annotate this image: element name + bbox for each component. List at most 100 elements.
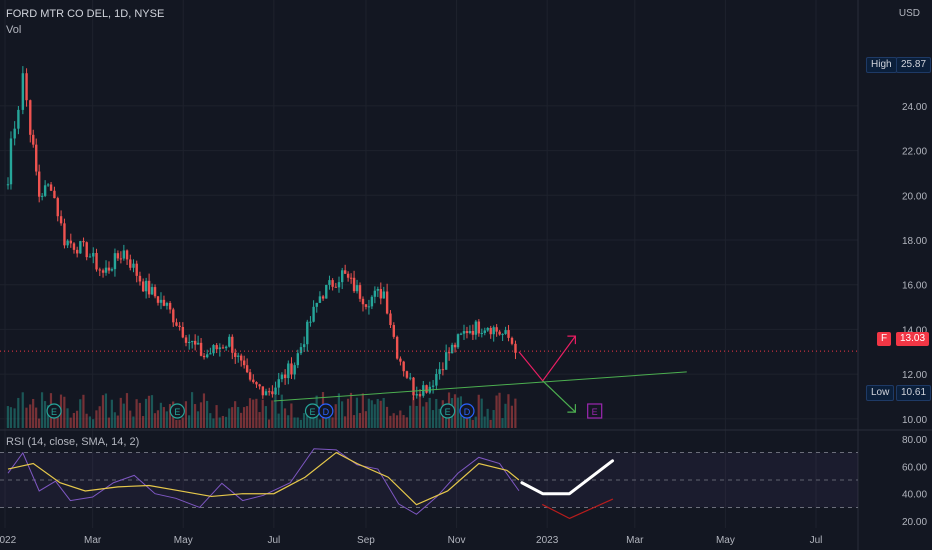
candle-body [104,267,108,273]
volume-bar [264,406,268,428]
time-axis-label: Mar [84,535,102,546]
candle-body [21,73,25,110]
volume-bar [318,419,321,428]
candle-body [138,275,142,282]
candle-body [25,73,28,101]
volume-bar [224,416,228,428]
volume-bar [261,399,264,428]
support-trendline [273,371,687,402]
candle-body [144,280,148,292]
candle-body [141,281,145,292]
volume-bar [196,411,200,428]
volume-bar [206,400,209,428]
marker-letter: D [323,407,330,417]
candle-body [438,369,441,375]
price-axis-tick: 10.00 [902,415,927,426]
volume-bar [181,417,184,428]
candle-body [212,345,215,354]
rsi-axis-tick: 80.00 [902,435,927,446]
candle-body [367,306,371,308]
volume-bar [489,419,492,428]
candle-body [199,342,203,356]
volume-bar [72,412,75,428]
volume-bar [361,393,364,428]
marker-letter: E [592,407,598,417]
candle-body [252,379,255,383]
candle-body [66,240,69,246]
candle-body [181,326,185,338]
volume-bar [13,408,16,428]
candle-body [471,330,475,335]
candle-body [17,109,20,129]
volume-bar [135,399,138,428]
candle-body [346,273,350,278]
candle-body [418,394,422,396]
candle-body [98,269,101,271]
marker-letter: D [464,407,471,417]
candle-body [237,355,240,357]
candle-body [290,363,293,375]
volume-bar [221,415,224,428]
symbol-title[interactable]: FORD MTR CO DEL, 1D, NYSE [6,8,165,20]
volume-bar [331,417,334,428]
volume-bar [343,416,347,428]
volume-bar [21,392,24,428]
volume-bar [290,403,293,428]
candle-body [498,331,501,335]
candle-body [405,371,409,378]
volume-bar [248,398,252,428]
volume-bar [29,404,32,428]
volume-bar [43,401,47,428]
volume-bar [101,395,105,428]
volume-bar [483,416,486,428]
candle-body [56,198,59,217]
candle-body [119,258,123,260]
low-label: Low [866,385,895,401]
price-axis-tick: 24.00 [902,102,927,113]
volume-bar [385,406,389,428]
volume-bar [271,400,274,428]
volume-bar [465,417,468,428]
candle-body [358,285,362,299]
candle-body [444,352,448,370]
candle-body [435,374,438,386]
candle-body [364,304,368,307]
volume-bar [504,403,507,428]
time-axis-label: May [174,535,193,546]
candle-body [261,386,265,396]
volume-bar [358,413,362,428]
volume-bar [349,392,353,428]
candle-body [40,195,44,197]
volume-label[interactable]: Vol [6,24,22,36]
volume-bar [147,395,151,428]
time-axis-label: Sep [357,535,375,546]
candle-body [395,336,399,359]
rsi-indicator-label[interactable]: RSI (14, close, SMA, 14, 2) [6,436,140,448]
volume-bar [444,417,448,428]
volume-bar [46,405,50,428]
currency-label[interactable]: USD [898,8,920,19]
candle-body [480,332,484,334]
candle-body [190,340,194,342]
candle-body [402,361,405,372]
time-axis-label: Nov [448,535,466,546]
candle-body [370,296,374,307]
volume-bar [328,416,331,428]
volume-bar [412,396,415,428]
volume-bar [85,413,88,428]
time-axis-label: Jul [810,535,823,546]
volume-bar [6,406,9,428]
volume-bar [373,404,376,428]
candle-body [431,385,435,387]
volume-bar [392,413,395,428]
candle-body [328,280,331,285]
candle-body [465,331,469,334]
volume-bar [355,397,359,428]
candle-body [231,336,234,353]
volume-bar [480,398,483,428]
candle-body [122,250,126,259]
volume-bar [153,413,157,428]
candle-body [101,270,105,273]
candle-body [79,241,82,254]
